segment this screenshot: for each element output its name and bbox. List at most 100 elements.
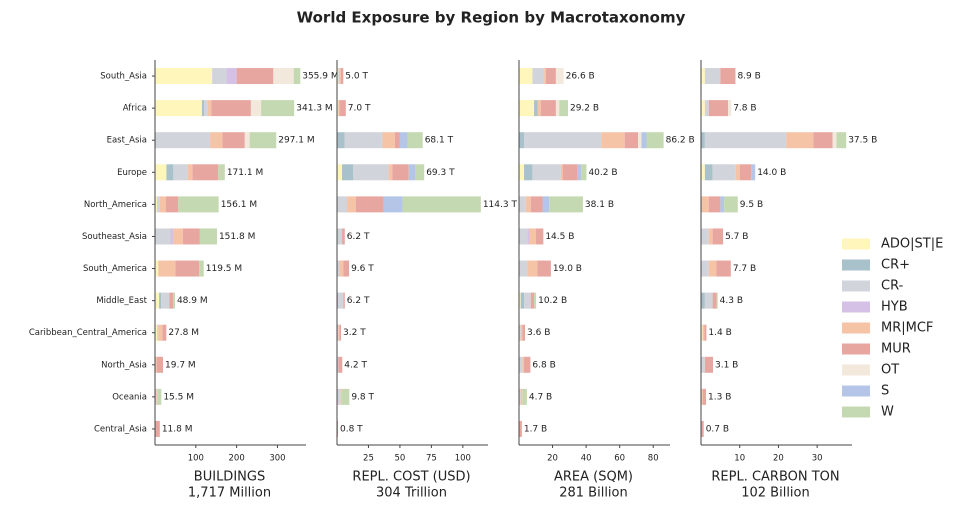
bar-segment (408, 164, 416, 181)
x-axis-subtitle: 304 Trillion (376, 486, 447, 501)
bar-segment (624, 132, 639, 149)
x-tick-label: 200 (229, 454, 245, 464)
total-label: 9.8 T (351, 392, 374, 402)
total-label: 19.7 M (165, 360, 196, 370)
total-label: 10.2 B (538, 296, 567, 306)
bar-segment (519, 196, 526, 213)
bar-segment (813, 132, 833, 149)
bar-segment (166, 196, 179, 213)
x-tick-label: 25 (363, 454, 374, 464)
bar-segment (701, 388, 703, 405)
bar-segment (337, 164, 343, 181)
bar-segment (524, 164, 533, 181)
total-label: 15.5 M (163, 392, 194, 402)
bar-segment (155, 388, 157, 405)
total-label: 19.0 B (553, 264, 582, 274)
bar-segment (836, 132, 847, 149)
x-axis-subtitle: 102 Billion (741, 486, 810, 501)
bar-segment (519, 164, 525, 181)
total-label: 114.3 T (483, 200, 518, 210)
bar-segment (525, 196, 531, 213)
bar-segment (337, 356, 339, 373)
bar-segment (701, 324, 703, 341)
bar-segment (560, 164, 563, 181)
bar-segment (701, 68, 705, 85)
bar-segment (751, 164, 756, 181)
bar-segment (212, 68, 227, 85)
bar-segment (211, 100, 251, 117)
bar-segment (701, 260, 709, 277)
total-label: 7.8 B (733, 104, 756, 114)
bar-segment (339, 100, 346, 117)
bar-segment (355, 196, 384, 213)
bar-segment (155, 196, 158, 213)
bar-segment (344, 132, 383, 149)
bar-segment (704, 356, 714, 373)
x-axis-label: REPL. CARBON TON (711, 470, 839, 485)
y-tick-label: East_Asia (107, 136, 147, 146)
x-tick-label: 100 (188, 454, 204, 464)
total-label: 297.1 M (278, 136, 314, 146)
bar-segment (157, 196, 160, 213)
bar-segment (530, 196, 543, 213)
bar-segment (519, 100, 535, 117)
total-label: 14.5 B (545, 232, 574, 242)
total-label: 0.8 T (340, 424, 363, 434)
bar-segment (519, 420, 522, 437)
bar-segment (577, 164, 582, 181)
total-label: 3.2 T (343, 328, 366, 338)
bar-segment (170, 228, 174, 245)
total-label: 14.0 B (757, 168, 786, 178)
bar-segment (519, 228, 528, 245)
y-tick-label: Oceania (112, 392, 147, 402)
total-label: 5.7 B (725, 232, 748, 242)
total-label: 156.1 M (221, 200, 257, 210)
bar-segment (293, 68, 301, 85)
bar-segment (155, 100, 202, 117)
bar-segment (338, 68, 340, 85)
x-axis-label: AREA (SQM) (554, 470, 633, 485)
total-label: 9.6 T (351, 264, 374, 274)
bar-segment (641, 132, 647, 149)
bar-segment (415, 164, 425, 181)
total-label: 29.2 B (570, 104, 599, 114)
bar-segment (192, 164, 219, 181)
bar-segment (704, 324, 707, 341)
legend-label: W (881, 405, 894, 420)
total-label: 7.0 T (348, 104, 371, 114)
bar-segment (155, 356, 157, 373)
bar-segment (162, 324, 167, 341)
bar-segment (158, 324, 163, 341)
legend-label: MUR (881, 342, 911, 357)
bar-segment (337, 68, 339, 85)
legend-swatch (842, 280, 870, 292)
bar-segment (524, 292, 531, 309)
bar-segment (520, 388, 523, 405)
bar-segment (338, 100, 340, 117)
bar-segment (519, 68, 533, 85)
bar-segment (522, 356, 525, 373)
bar-segment (527, 228, 530, 245)
bar-segment (535, 228, 544, 245)
bar-segment (157, 324, 159, 341)
bar-segment (534, 100, 538, 117)
total-label: 3.6 B (527, 328, 550, 338)
bar-segment (716, 292, 718, 309)
legend-swatch (842, 301, 870, 313)
legend-label: MR|MCF (881, 321, 933, 336)
bar-segment (519, 388, 521, 405)
y-tick-label: North_America (84, 200, 147, 210)
total-label: 4.3 B (720, 296, 743, 306)
bar-segment (337, 196, 348, 213)
legend-label: S (881, 384, 889, 399)
legend-swatch (842, 406, 870, 418)
bar-segment (704, 132, 787, 149)
total-label: 27.8 M (168, 328, 199, 338)
bar-segment (520, 324, 523, 341)
bar-segment (353, 164, 389, 181)
bar-segment (156, 356, 164, 373)
total-label: 6.2 T (347, 296, 370, 306)
total-label: 7.7 B (733, 264, 756, 274)
